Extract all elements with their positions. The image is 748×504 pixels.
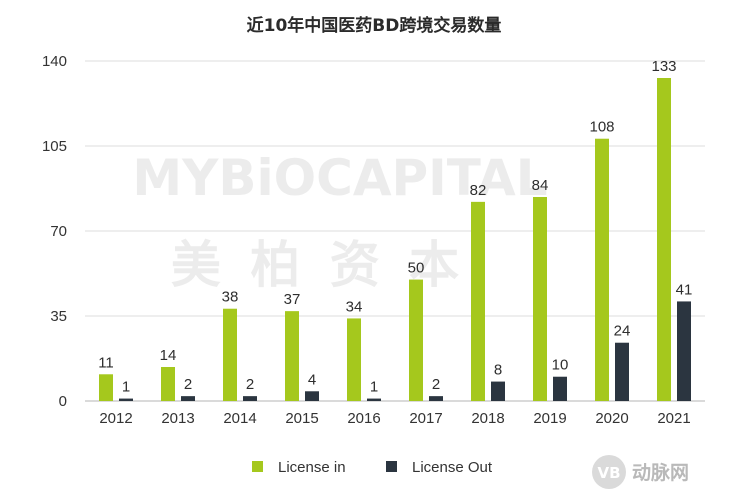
data-label-license-out-2015: 4 xyxy=(308,371,316,388)
data-label-license-in-2016: 34 xyxy=(346,298,363,315)
legend: License in License Out xyxy=(252,459,493,476)
legend-label-license-out: License Out xyxy=(412,459,493,476)
x-axis-ticks: 2012 2013 2014 2015 2016 2017 2018 2019 2020 2021 xyxy=(99,410,690,427)
y-tick-label: 0 xyxy=(59,393,67,410)
data-label-license-out-2019: 10 xyxy=(552,357,569,374)
data-label-license-out-2017: 2 xyxy=(432,376,440,393)
brand-badge-icon xyxy=(592,455,626,489)
bar-license-in-2014 xyxy=(223,308,237,401)
legend-swatch-license-in xyxy=(252,461,263,472)
y-tick-label: 105 xyxy=(42,138,67,155)
brand-logo: VB 动脉网 xyxy=(592,455,689,489)
x-tick-label: 2013 xyxy=(161,410,194,427)
y-tick-label: 140 xyxy=(42,53,67,70)
bar-license-in-2020 xyxy=(595,138,609,401)
data-label-license-in-2013: 14 xyxy=(160,347,177,364)
legend-swatch-license-out xyxy=(386,461,397,472)
y-tick-label: 35 xyxy=(50,308,67,325)
watermark: MYBiOCAPITAL 美 柏 资 本 xyxy=(132,149,547,294)
bar-license-in-2013 xyxy=(161,367,175,401)
data-label-license-in-2018: 82 xyxy=(470,182,487,199)
bar-license-out-2020 xyxy=(615,342,629,401)
x-tick-label: 2012 xyxy=(99,410,132,427)
bar-license-in-2018 xyxy=(471,201,485,401)
bar-license-in-2017 xyxy=(409,279,423,401)
data-label-license-in-2012: 11 xyxy=(98,354,114,371)
data-label-license-out-2020: 24 xyxy=(614,323,631,340)
x-tick-label: 2020 xyxy=(595,410,628,427)
bar-license-in-2012 xyxy=(99,374,113,401)
bar-license-in-2019 xyxy=(533,197,547,401)
data-label-license-out-2018: 8 xyxy=(494,362,502,379)
bar-license-out-2017 xyxy=(429,396,443,401)
x-tick-label: 2021 xyxy=(657,410,690,427)
data-label-license-in-2021: 133 xyxy=(651,58,676,75)
bar-license-out-2014 xyxy=(243,396,257,401)
y-axis-ticks: 0 35 70 105 140 xyxy=(42,53,67,410)
bar-license-out-2016 xyxy=(367,398,381,401)
data-label-license-in-2015: 37 xyxy=(284,291,301,308)
chart-title: 近10年中国医药BD跨境交易数量 xyxy=(247,15,502,36)
x-tick-label: 2014 xyxy=(223,410,256,427)
bar-license-in-2016 xyxy=(347,318,361,401)
data-label-license-out-2016: 1 xyxy=(370,379,378,396)
brand-badge-text: VB xyxy=(597,464,620,482)
data-label-license-in-2014: 38 xyxy=(222,289,239,306)
bar-license-out-2013 xyxy=(181,396,195,401)
bar-license-out-2019 xyxy=(553,376,567,401)
watermark-line1: MYBiOCAPITAL xyxy=(132,149,547,207)
legend-label-license-in: License in xyxy=(278,459,346,476)
data-label-license-in-2019: 84 xyxy=(532,177,549,194)
x-tick-label: 2015 xyxy=(285,410,318,427)
y-tick-label: 70 xyxy=(50,223,67,240)
bar-license-out-2021 xyxy=(677,301,691,401)
data-label-license-in-2020: 108 xyxy=(589,119,614,136)
data-label-license-out-2013: 2 xyxy=(184,376,192,393)
bar-license-in-2015 xyxy=(285,311,299,401)
bar-license-in-2021 xyxy=(657,78,671,401)
bar-license-out-2015 xyxy=(305,391,319,401)
x-tick-label: 2018 xyxy=(471,410,504,427)
brand-name: 动脉网 xyxy=(632,461,689,484)
bar-license-out-2012 xyxy=(119,398,133,401)
data-label-license-out-2012: 1 xyxy=(122,379,130,396)
x-tick-label: 2017 xyxy=(409,410,442,427)
bar-license-out-2018 xyxy=(491,381,505,401)
data-label-license-in-2017: 50 xyxy=(408,260,425,277)
x-tick-label: 2016 xyxy=(347,410,380,427)
data-label-license-out-2021: 41 xyxy=(676,281,693,298)
gridlines xyxy=(85,60,705,402)
x-tick-label: 2019 xyxy=(533,410,566,427)
data-label-license-out-2014: 2 xyxy=(246,376,254,393)
